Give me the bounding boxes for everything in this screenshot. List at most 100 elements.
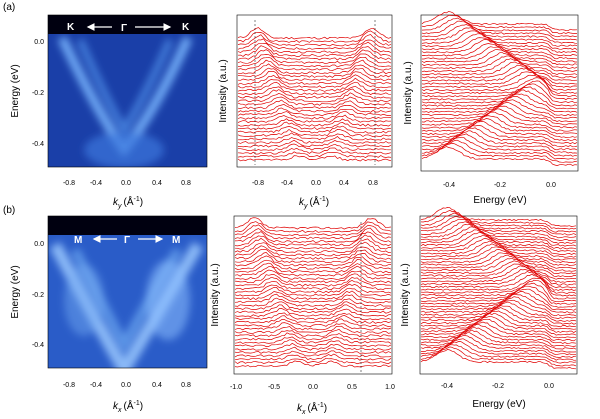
edc-b-curve-39	[420, 315, 577, 336]
mdc-a-curve-10	[237, 63, 392, 75]
edc-a-curve-26	[421, 93, 578, 113]
edc-b-curve-16	[420, 252, 577, 272]
k-point-label-right-a: K	[182, 22, 190, 33]
k-exp-a: -1	[134, 196, 140, 203]
mdc-k-exp-a: -1	[320, 196, 326, 203]
xtick-b-4: 0.8	[181, 382, 191, 389]
mdc-b-curve-20	[234, 286, 392, 297]
ytick-b-1: -0.2	[32, 292, 44, 299]
mdc-b-curve-1	[234, 221, 392, 233]
mdc-k-var-b: k	[297, 403, 303, 414]
edc-curves-b	[420, 207, 577, 370]
mdc-b-curve-38	[234, 350, 392, 358]
xtick-b-2: 0.0	[121, 382, 131, 389]
edc-b-curve-18	[421, 257, 577, 277]
mdc-b-curve-34	[234, 336, 392, 344]
edc-a-curve-18	[421, 67, 578, 88]
edc-b-curve-51	[420, 349, 577, 370]
mdc-b-curve-40	[234, 357, 392, 365]
edc-a-curve-32	[421, 111, 578, 132]
mdc-panel-b	[233, 215, 393, 375]
mdc-b-curve-17	[234, 276, 392, 287]
edc-a-curve-21	[421, 77, 578, 97]
edc-a-curve-14	[421, 55, 578, 76]
edc-a-curve-15	[421, 58, 578, 79]
mdc-a-curve-35	[237, 155, 392, 162]
mdc-b-curve-0	[234, 217, 392, 230]
edc-b-curve-7	[420, 226, 577, 247]
mdc-xtick-a-1: -0.4	[281, 180, 293, 187]
edc-xtick-a-1: -0.2	[494, 182, 506, 189]
mdc-a-curve-9	[237, 59, 392, 71]
xtick-b-0: -0.8	[63, 382, 75, 389]
ytick-a-2: -0.4	[32, 141, 44, 148]
k-exp-b: -1	[134, 400, 140, 407]
edc-b-curve-41	[420, 321, 577, 342]
mdc-ylabel-a: Intensity (a.u.)	[218, 59, 229, 122]
k-close-a: )	[140, 197, 143, 208]
mdc-xtick-b-1: -0.5	[268, 384, 280, 391]
mdc-xlabel-b: kx (Å-1)	[297, 401, 327, 416]
mdc-a-curve-26	[237, 121, 392, 131]
edc-a-curve-0	[421, 11, 578, 32]
edc-a-curve-19	[421, 71, 578, 91]
k-point-label-left-a: K	[67, 22, 75, 33]
mdc-a-curve-8	[237, 56, 392, 68]
mdc-a-curve-15	[237, 81, 392, 92]
k-var-a: k	[113, 197, 119, 208]
edc-a-curve-41	[421, 139, 578, 160]
mdc-a-curve-11	[237, 67, 392, 78]
mdc-b-curve-22	[234, 293, 392, 304]
mdc-a-curve-33	[237, 147, 392, 155]
mdc-b-curve-11	[234, 255, 392, 267]
edc-a-curve-24	[421, 86, 578, 107]
ytick-b-2: -0.4	[32, 342, 44, 349]
mdc-xticks-a: -0.8 -0.4 0.0 0.4 0.8	[252, 180, 378, 187]
mdc-b-curve-37	[234, 346, 392, 354]
k-sub-b: x	[117, 407, 122, 414]
energy-axis-label-a: Energy (eV)	[10, 64, 21, 117]
edc-a-curve-31	[421, 108, 578, 129]
mdc-a-curve-32	[238, 143, 391, 151]
energy-ticks-b: 0.0 -0.2 -0.4	[32, 241, 44, 349]
mdc-b-curve-6	[234, 237, 392, 250]
k-ticks-b: -0.8 -0.4 0.0 0.4 0.8	[63, 382, 191, 389]
mdc-k-unit-a: (Å	[310, 195, 320, 208]
mdc-b-curve-33	[234, 332, 392, 341]
edc-a-curve-8	[421, 37, 578, 57]
mdc-a-curve-14	[237, 77, 392, 89]
edc-b-curve-47	[420, 338, 577, 358]
mdc-a-curve-24	[237, 114, 392, 124]
mdc-xtick-a-4: 0.8	[368, 180, 378, 187]
xtick-b-3: 0.4	[152, 382, 162, 389]
mdc-b-curve-2	[234, 224, 392, 237]
edc-a-curve-34	[421, 118, 578, 138]
arpes-map-a	[47, 14, 208, 168]
edc-panel-a	[420, 11, 579, 172]
mdc-b-curve-41	[234, 360, 392, 368]
mdc-a-curve-2	[237, 34, 392, 47]
edc-b-curve-6	[420, 223, 576, 244]
k-var-b: k	[113, 401, 119, 412]
edc-b-curve-35	[420, 305, 577, 325]
edc-ylabel-a: Intensity (a.u.)	[403, 61, 414, 124]
edc-b-curve-14	[421, 246, 577, 266]
edc-a-curve-29	[421, 102, 578, 122]
k-unit-b: (Å	[124, 399, 134, 412]
mdc-xtick-b-4: 1.0	[385, 384, 395, 391]
mdc-b-curve-7	[234, 241, 392, 253]
edc-a-curve-10	[421, 43, 577, 63]
mdc-b-curve-39	[234, 353, 392, 361]
mdc-a-curve-17	[237, 88, 392, 99]
gamma-point-label-a: Γ	[121, 23, 127, 34]
edc-b-curve-42	[421, 323, 577, 344]
edc-a-curve-17	[421, 64, 578, 85]
edc-a-curve-25	[421, 89, 578, 110]
k-sub-a: y	[117, 203, 122, 210]
edc-b-curve-45	[420, 332, 577, 353]
edc-a-curve-2	[421, 17, 578, 38]
edc-a-curve-40	[421, 136, 578, 157]
mdc-a-curve-4	[237, 41, 392, 54]
mdc-b-curve-13	[234, 262, 392, 274]
mdc-b-curve-36	[234, 342, 392, 351]
